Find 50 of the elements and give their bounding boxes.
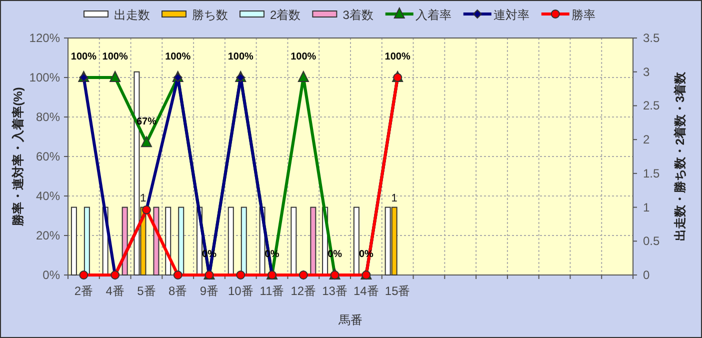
data-label: 1	[140, 192, 146, 204]
x-tick-label: 12番	[290, 284, 316, 298]
annotation: 100%	[102, 52, 128, 62]
x-tick-label: 10番	[228, 284, 254, 298]
x-tick-label: 2番	[74, 284, 94, 298]
data-label: 1	[391, 192, 398, 204]
legend-label: 3着数	[342, 8, 374, 22]
y2-tick-label: 3.5	[643, 31, 660, 45]
annotation: 100%	[165, 52, 191, 62]
y2-tick-label: 2.5	[643, 98, 660, 113]
y-tick-label: 0%	[42, 268, 60, 282]
y-tick-label: 60%	[36, 150, 60, 164]
legend-label: 入着率	[415, 8, 452, 22]
y2-tick-label: 0.5	[643, 234, 660, 248]
y-tick-label: 20%	[36, 228, 60, 242]
x-axis-title: 馬番	[338, 313, 362, 327]
point	[298, 71, 309, 82]
annotation: 100%	[290, 52, 316, 62]
y2-tick-label: 0	[643, 268, 650, 282]
x-tick-label: 15番	[384, 284, 410, 298]
y-axis-title: 勝率・連対率・入着率(%)	[11, 87, 25, 227]
legend-label: 出走数	[114, 8, 150, 22]
x-tick-label: 11番	[260, 284, 284, 298]
annotation: 100%	[70, 52, 97, 62]
annotation: 100%	[228, 52, 254, 62]
y-tick-label: 40%	[36, 189, 60, 203]
annotation: 100%	[384, 52, 410, 62]
x-tick-label: 14番	[354, 284, 379, 298]
x-tick-label: 8番	[168, 284, 188, 298]
point	[236, 270, 246, 280]
y2-tick-label: 3	[643, 64, 650, 79]
y-tick-label: 100%	[29, 70, 60, 84]
y2-tick-label: 2	[643, 132, 650, 147]
x-tick-label: 9番	[200, 284, 219, 298]
legend-label: 連対率	[493, 8, 530, 22]
y2-axis-title: 出走数・勝ち数・2着数・3着数	[673, 70, 687, 242]
point	[140, 136, 152, 148]
x-tick-label: 4番	[106, 284, 124, 298]
point	[173, 270, 182, 280]
point	[110, 71, 121, 82]
y-tick-label: 80%	[36, 110, 60, 124]
y-tick-label: 120%	[29, 31, 60, 45]
y2-tick-label: 1	[643, 200, 650, 214]
legend-label: 勝ち数	[192, 8, 228, 22]
y2-tick-label: 1.5	[643, 166, 660, 180]
legend-label: 2着数	[270, 8, 301, 22]
legend-label: 勝率	[571, 8, 596, 22]
x-tick-label: 13番	[322, 284, 348, 298]
point	[79, 270, 88, 280]
x-tick-label: 5番	[137, 284, 156, 298]
